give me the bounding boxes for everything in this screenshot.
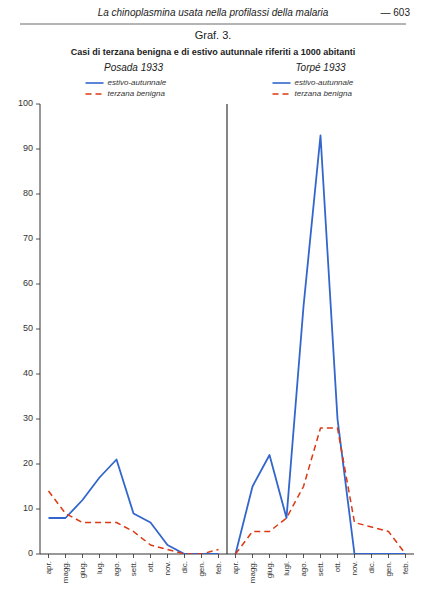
x-tick-label: nov. — [350, 561, 359, 576]
y-tick — [36, 284, 40, 285]
x-tick — [405, 554, 406, 558]
y-tick — [36, 149, 40, 150]
y-tick-label: 10 — [23, 503, 33, 513]
y-tick-label: 70 — [23, 233, 33, 243]
y-tick — [36, 104, 40, 105]
x-tick — [286, 554, 287, 558]
x-tick-label: apr. — [231, 561, 240, 574]
page-number: — 603 — [381, 7, 411, 18]
x-tick-label: sett. — [129, 561, 138, 576]
x-tick-label: ott. — [146, 561, 155, 572]
x-tick-label: gen. — [384, 561, 393, 577]
chart-title: Casi di terzana benigna e di estivo autu… — [71, 47, 356, 57]
legend-entry: estivo-autunnale — [295, 78, 354, 87]
x-tick — [303, 554, 304, 558]
x-tick — [99, 554, 100, 558]
legend-entry: terzana benigna — [108, 89, 166, 98]
y-tick-label: 20 — [23, 458, 33, 468]
x-tick — [116, 554, 117, 558]
y-tick-label: 60 — [23, 278, 33, 288]
x-tick — [218, 554, 219, 558]
background — [0, 0, 426, 602]
y-tick-label: 30 — [23, 413, 33, 423]
x-tick-label: feb. — [214, 561, 223, 574]
legend-swatch — [273, 93, 291, 95]
x-tick-label: magg. — [248, 561, 257, 583]
y-tick — [36, 329, 40, 330]
x-tick-label: lugl. — [282, 561, 291, 576]
y-tick — [36, 194, 40, 195]
y-tick-label: 40 — [23, 368, 33, 378]
x-tick-label: lug. — [95, 561, 104, 574]
x-tick — [184, 554, 185, 558]
x-tick — [354, 554, 355, 558]
legend-swatch — [273, 82, 291, 84]
x-tick-label: nov. — [163, 561, 172, 576]
y-tick-label: 90 — [23, 143, 33, 153]
y-axis-line — [40, 104, 41, 554]
header-title: La chinoplasmina usata nella profilassi … — [98, 7, 329, 18]
series-line — [49, 491, 219, 554]
y-tick — [36, 374, 40, 375]
legend-swatch — [86, 82, 104, 84]
plot-lines — [49, 136, 406, 555]
panel-divider — [226, 104, 227, 554]
series-line — [236, 136, 406, 555]
y-tick-label: 80 — [23, 188, 33, 198]
x-tick — [150, 554, 151, 558]
x-tick — [388, 554, 389, 558]
panel-title: Posada 1933 — [104, 62, 163, 73]
x-tick-label: ott. — [333, 561, 342, 572]
series-line — [236, 428, 406, 554]
x-tick — [320, 554, 321, 558]
x-tick — [201, 554, 202, 558]
x-tick — [167, 554, 168, 558]
x-tick-label: ago. — [299, 561, 308, 577]
x-tick — [252, 554, 253, 558]
x-tick — [337, 554, 338, 558]
x-tick — [371, 554, 372, 558]
x-tick-label: magg. — [61, 561, 70, 583]
legend-entry: terzana benigna — [295, 89, 353, 98]
x-tick-label: giug. — [265, 561, 274, 578]
y-tick — [36, 239, 40, 240]
chart: La chinoplasmina usata nella profilassi … — [0, 0, 426, 602]
y-tick — [36, 509, 40, 510]
x-tick — [82, 554, 83, 558]
y-tick-label: 0 — [28, 548, 33, 558]
legend-swatch — [86, 93, 104, 95]
x-tick — [133, 554, 134, 558]
panel-title: Torpé 1933 — [295, 62, 346, 73]
x-tick-label: sett. — [316, 561, 325, 576]
header-rule — [20, 24, 406, 25]
series-line — [49, 460, 219, 555]
y-tick — [36, 419, 40, 420]
y-tick — [36, 464, 40, 465]
x-tick-label: apr. — [44, 561, 53, 574]
x-tick-label: gen. — [197, 561, 206, 577]
legend-entry: estivo-autunnale — [108, 78, 167, 87]
x-tick-label: feb. — [401, 561, 410, 574]
y-tick-label: 100 — [18, 98, 33, 108]
x-tick — [235, 554, 236, 558]
x-tick — [65, 554, 66, 558]
x-tick-label: dic. — [367, 561, 376, 573]
y-tick-label: 50 — [23, 323, 33, 333]
x-tick — [269, 554, 270, 558]
figure-number: Graf. 3. — [195, 29, 232, 41]
x-tick-label: ago. — [112, 561, 121, 577]
x-tick — [48, 554, 49, 558]
x-tick-label: giug. — [78, 561, 87, 578]
y-tick — [36, 554, 40, 555]
x-tick-label: dic. — [180, 561, 189, 573]
